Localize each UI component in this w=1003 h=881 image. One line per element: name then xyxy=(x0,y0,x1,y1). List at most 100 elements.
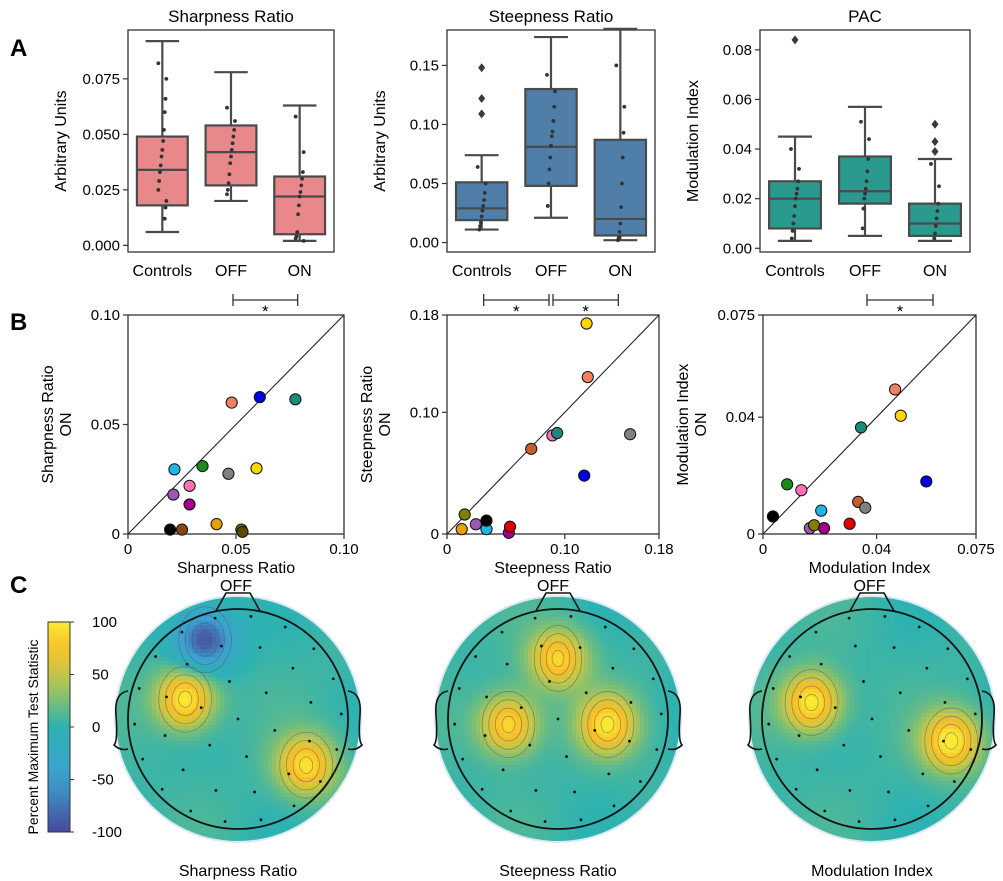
heat-cell xyxy=(260,613,265,618)
heat-cell xyxy=(300,717,305,722)
heat-cell xyxy=(336,681,341,686)
heat-cell xyxy=(144,713,149,718)
heat-cell xyxy=(280,785,285,790)
heat-cell xyxy=(264,697,269,702)
heat-cell xyxy=(448,629,453,634)
heat-cell xyxy=(160,673,165,678)
heat-cell xyxy=(180,657,185,662)
heat-cell xyxy=(192,637,197,642)
heat-cell xyxy=(496,645,501,650)
heat-cell xyxy=(140,669,145,674)
heat-cell xyxy=(580,633,585,638)
heat-cell xyxy=(568,633,573,638)
heat-cell xyxy=(192,793,197,798)
heat-cell xyxy=(324,737,329,742)
scatter-point xyxy=(888,383,902,396)
heat-cell xyxy=(132,793,137,798)
heat-cell xyxy=(624,597,629,602)
heat-cell xyxy=(336,685,341,690)
heat-cell xyxy=(260,833,265,838)
heat-cell xyxy=(252,701,257,706)
heat-cell xyxy=(636,637,641,642)
heat-cell xyxy=(344,661,349,666)
heat-cell xyxy=(160,645,165,650)
heat-cell xyxy=(256,693,261,698)
heat-cell xyxy=(152,661,157,666)
heat-cell xyxy=(288,817,293,822)
heat-cell xyxy=(524,613,529,618)
heat-cell xyxy=(204,645,209,650)
heat-cell xyxy=(660,605,665,610)
electrode-dot xyxy=(133,722,137,726)
heat-cell xyxy=(352,769,357,774)
heat-cell xyxy=(576,649,581,654)
heat-cell xyxy=(180,837,185,841)
heat-cell xyxy=(244,597,249,602)
heat-cell xyxy=(156,657,161,662)
electrode-dot xyxy=(291,666,295,670)
heat-cell xyxy=(444,633,449,638)
heat-cell xyxy=(500,625,505,630)
y-tick-label: 0.05 xyxy=(410,176,439,193)
data-point xyxy=(614,63,619,68)
heat-cell xyxy=(332,801,337,806)
heat-cell xyxy=(216,721,221,726)
heat-cell xyxy=(632,597,637,602)
heat-cell xyxy=(288,809,293,814)
heat-cell xyxy=(180,801,185,806)
heat-cell xyxy=(224,621,229,626)
heat-cell xyxy=(460,645,465,650)
heat-cell xyxy=(252,757,257,762)
heat-cell xyxy=(348,709,353,714)
heat-cell xyxy=(124,597,129,602)
heat-cell xyxy=(156,633,161,638)
heat-cell xyxy=(164,641,169,646)
heat-cell xyxy=(156,773,161,778)
heat-cell xyxy=(288,693,293,698)
heat-cell xyxy=(348,633,353,638)
heat-cell xyxy=(308,713,313,718)
heat-cell xyxy=(644,625,649,630)
heat-cell xyxy=(168,745,173,750)
heat-cell xyxy=(580,637,585,642)
heat-cell xyxy=(140,777,145,782)
heat-cell xyxy=(196,817,201,822)
heat-cell xyxy=(176,785,181,790)
scatter-point xyxy=(164,523,177,536)
heat-cell xyxy=(180,689,185,694)
heat-cell xyxy=(152,801,157,806)
heat-cell xyxy=(516,645,521,650)
heat-cell xyxy=(264,825,269,830)
heat-cell xyxy=(164,821,169,826)
scatter-point xyxy=(210,518,223,531)
heat-cell xyxy=(596,617,601,622)
heat-cell xyxy=(180,737,185,742)
heat-cell xyxy=(212,741,217,746)
heat-cell xyxy=(152,745,157,750)
heat-cell xyxy=(312,657,317,662)
heat-cell xyxy=(328,693,333,698)
heat-cell xyxy=(232,725,237,730)
heat-cell xyxy=(272,757,277,762)
heat-cell xyxy=(316,797,321,802)
heat-cell xyxy=(340,705,345,710)
heat-cell xyxy=(320,817,325,822)
heat-cell xyxy=(156,721,161,726)
heat-cell xyxy=(156,617,161,622)
heat-cell xyxy=(136,721,141,726)
heat-cell xyxy=(128,813,133,818)
heat-cell xyxy=(172,617,177,622)
heat-cell xyxy=(188,765,193,770)
heat-cell xyxy=(268,629,273,634)
data-point xyxy=(163,205,168,210)
heat-cell xyxy=(244,709,249,714)
heat-cell xyxy=(196,737,201,742)
heat-cell xyxy=(248,789,253,794)
heat-cell xyxy=(204,601,209,606)
heat-cell xyxy=(272,621,277,626)
heat-cell xyxy=(196,721,201,726)
heat-cell xyxy=(636,649,641,654)
heat-cell xyxy=(652,633,657,638)
heat-cell xyxy=(204,713,209,718)
scatter-point xyxy=(920,475,933,488)
